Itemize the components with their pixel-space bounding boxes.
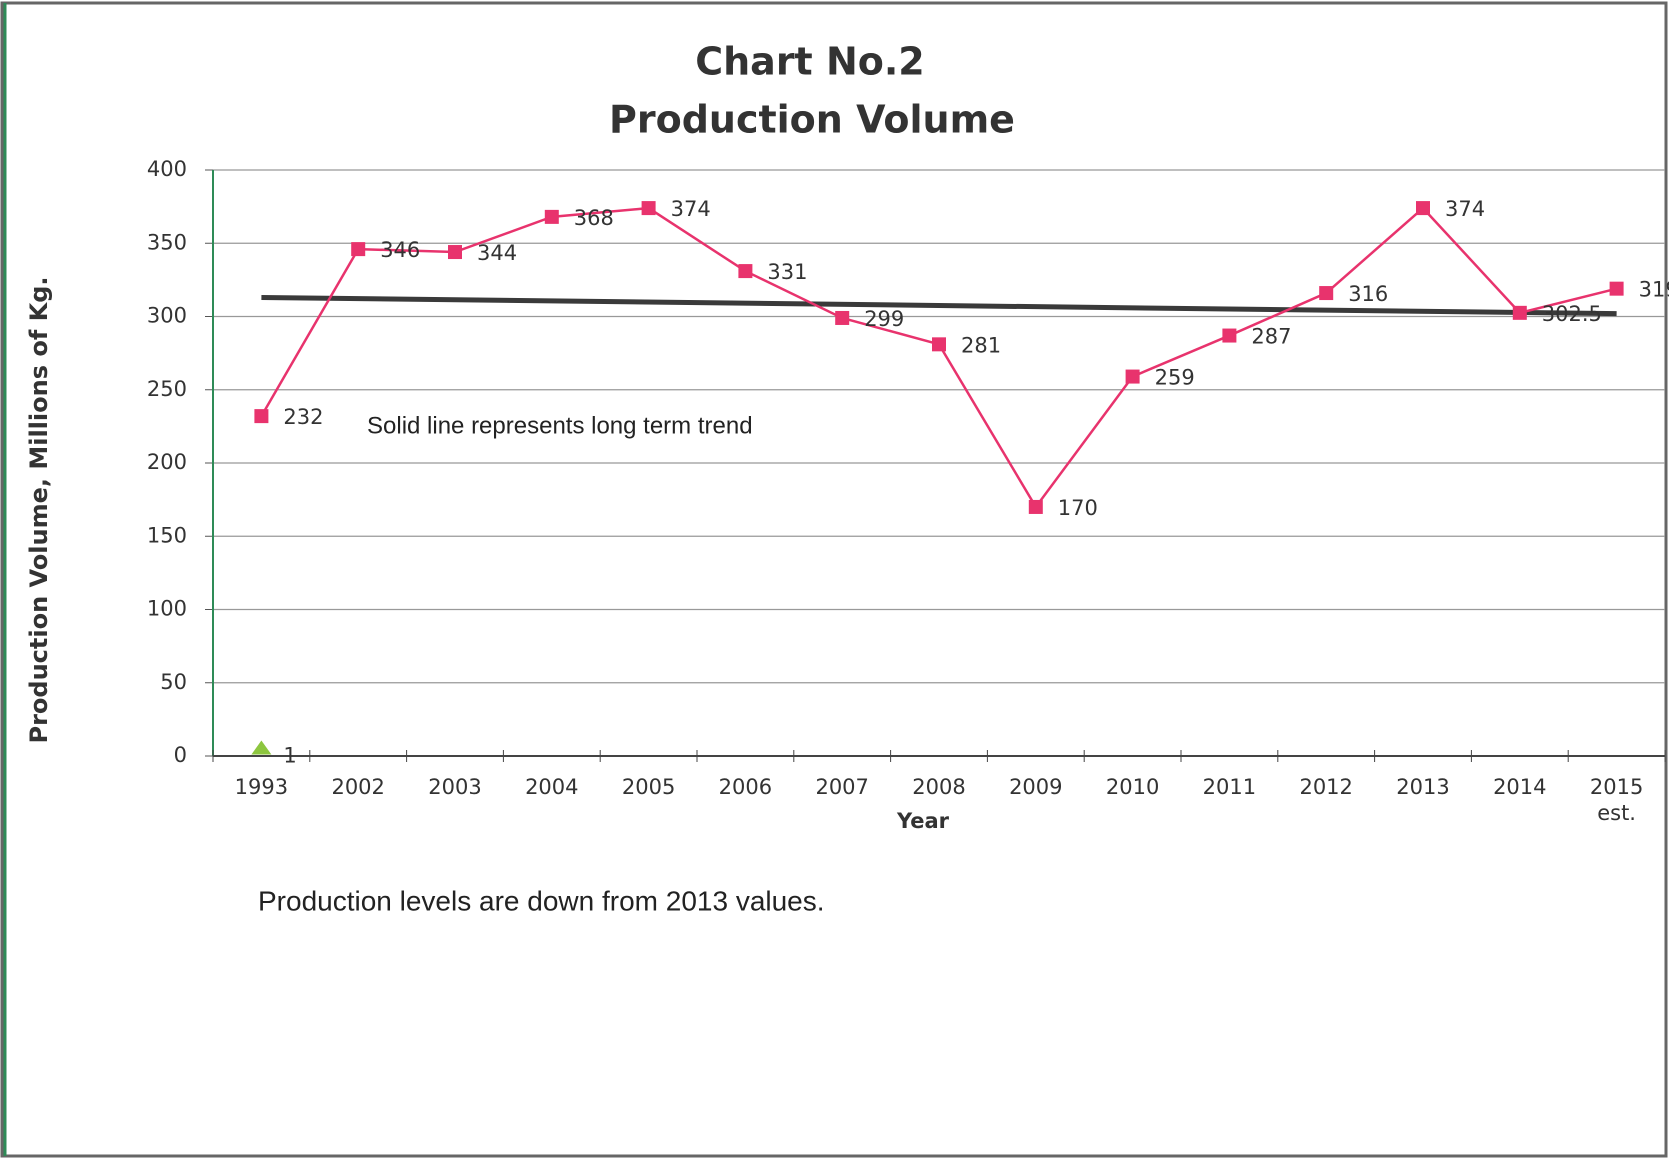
marker: [1028, 499, 1043, 514]
y-axis-label: Production Volume, Millions of Kg.: [25, 276, 53, 743]
chart-subtitle: Production Volume: [609, 98, 1015, 142]
y-tick-label: 400: [147, 157, 187, 181]
x-tick-label: 2005: [621, 775, 676, 799]
x-tick-label: 2014: [1493, 775, 1547, 799]
marker: [1512, 305, 1527, 320]
series-line: [260, 206, 1617, 510]
data-label: 1: [283, 744, 296, 768]
data-label: 346: [380, 238, 420, 262]
y-tick-label: 350: [147, 230, 187, 254]
data-label: 232: [283, 405, 323, 429]
x-tick-label: 1993: [234, 775, 289, 799]
x-tick-label: 2004: [525, 775, 579, 799]
chart-title: Chart No.2: [695, 40, 925, 84]
data-label: 259: [1155, 366, 1195, 390]
marker: [641, 201, 656, 216]
marker: [448, 245, 462, 260]
x-tick-label: 2002: [331, 775, 385, 799]
marker: [932, 337, 946, 352]
data-label: 281: [961, 333, 1001, 357]
marker: [351, 242, 366, 257]
y-tick-label: 100: [147, 597, 187, 621]
y-tick-label: 200: [147, 450, 187, 474]
marker: [1125, 369, 1140, 384]
data-label: 374: [671, 197, 711, 221]
data-label: 170: [1058, 496, 1098, 520]
x-tick-label: 2013: [1396, 775, 1450, 799]
data-label: 331: [767, 260, 807, 284]
data-label: 299: [864, 307, 904, 331]
annotation: Solid line represents long term trend: [367, 412, 753, 439]
x-tick-label: 2008: [912, 775, 966, 799]
marker: [251, 740, 272, 755]
data-label: 302.5: [1542, 302, 1602, 326]
marker: [1416, 201, 1430, 216]
y-tick-label: 250: [147, 377, 187, 401]
data-label: 319: [1639, 278, 1669, 302]
x-tick-label: 2003: [428, 775, 482, 799]
trend-line: [261, 294, 1617, 317]
y-tick-label: 300: [147, 304, 187, 328]
data-label: 368: [574, 206, 614, 230]
marker: [1222, 328, 1237, 343]
marker: [738, 264, 753, 279]
y-tick-label: 150: [147, 523, 187, 547]
x-axis-label: Year: [896, 809, 950, 833]
x-tick-label: 2010: [1105, 775, 1160, 799]
data-label: 316: [1348, 282, 1388, 306]
x-tick-label: 2007: [815, 775, 869, 799]
marker: [835, 310, 850, 325]
y-tick-label: 0: [174, 743, 187, 767]
data-label: 287: [1251, 325, 1291, 349]
x-tick-label: 2012: [1299, 775, 1353, 799]
x-tick-label: 2011: [1202, 775, 1257, 799]
marker: [544, 209, 559, 224]
x-tick-label: 2006: [718, 775, 773, 799]
y-tick-label: 50: [160, 670, 187, 694]
x-tick-label: 2015 est.: [1589, 775, 1644, 825]
data-label: 344: [477, 241, 517, 265]
x-tick-label: 2009: [1009, 775, 1063, 799]
marker: [1609, 281, 1624, 296]
marker: [1319, 286, 1334, 301]
annotation: Production levels are down from 2013 val…: [258, 885, 825, 916]
data-label: 374: [1445, 197, 1485, 221]
marker: [254, 409, 269, 424]
